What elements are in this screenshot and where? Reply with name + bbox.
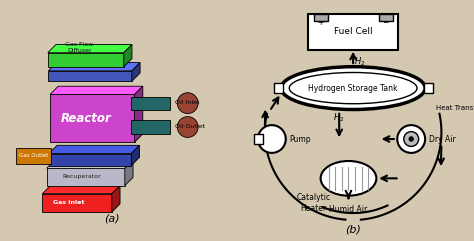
- Polygon shape: [112, 186, 120, 212]
- Polygon shape: [50, 86, 143, 94]
- Ellipse shape: [289, 73, 417, 104]
- Polygon shape: [49, 145, 139, 154]
- Text: Dry Air: Dry Air: [428, 134, 456, 143]
- Polygon shape: [47, 160, 133, 168]
- Polygon shape: [42, 194, 112, 212]
- Text: Recuperator: Recuperator: [62, 174, 101, 179]
- Polygon shape: [17, 147, 51, 164]
- Polygon shape: [135, 86, 143, 142]
- Text: Oil Inlet: Oil Inlet: [175, 100, 199, 105]
- Text: Pump: Pump: [289, 134, 311, 143]
- Text: $H_2$: $H_2$: [355, 55, 366, 68]
- Circle shape: [409, 137, 413, 141]
- Polygon shape: [42, 186, 120, 194]
- Polygon shape: [50, 94, 135, 142]
- Text: (b): (b): [345, 224, 361, 234]
- Text: Oil Outlet: Oil Outlet: [175, 124, 205, 129]
- Bar: [424, 83, 433, 93]
- Text: Humid Air: Humid Air: [329, 205, 368, 214]
- Text: Gas Outlet: Gas Outlet: [19, 153, 48, 158]
- Text: $H_2$: $H_2$: [334, 112, 345, 124]
- Circle shape: [177, 93, 198, 114]
- Polygon shape: [132, 63, 140, 81]
- Ellipse shape: [320, 161, 376, 196]
- FancyBboxPatch shape: [379, 13, 392, 21]
- Polygon shape: [47, 168, 125, 186]
- Polygon shape: [131, 120, 170, 134]
- Polygon shape: [48, 63, 140, 71]
- Polygon shape: [49, 154, 131, 166]
- Text: −: −: [383, 18, 389, 27]
- Polygon shape: [48, 71, 132, 81]
- Circle shape: [258, 125, 286, 153]
- Text: Hydrogen Storage Tank: Hydrogen Storage Tank: [309, 84, 398, 93]
- Text: Gas Inlet: Gas Inlet: [53, 201, 84, 205]
- FancyBboxPatch shape: [314, 13, 328, 21]
- Text: Gas Flow
Diffuser: Gas Flow Diffuser: [65, 42, 93, 53]
- Polygon shape: [131, 97, 170, 110]
- Text: +: +: [318, 18, 324, 27]
- Bar: [273, 83, 283, 93]
- Text: Catalytic
Heater: Catalytic Heater: [297, 193, 331, 213]
- Polygon shape: [48, 45, 132, 53]
- Text: Heat Transfer Fluid: Heat Transfer Fluid: [436, 105, 474, 111]
- Circle shape: [177, 117, 198, 137]
- Polygon shape: [131, 145, 139, 166]
- Text: (a): (a): [104, 214, 119, 224]
- Text: Reactor: Reactor: [60, 112, 111, 125]
- Polygon shape: [124, 45, 132, 67]
- Circle shape: [404, 132, 419, 147]
- Text: Fuel Cell: Fuel Cell: [334, 27, 373, 36]
- Polygon shape: [125, 160, 133, 186]
- Bar: [254, 134, 263, 144]
- FancyBboxPatch shape: [308, 14, 399, 50]
- Circle shape: [397, 125, 425, 153]
- Polygon shape: [48, 53, 124, 67]
- Ellipse shape: [281, 67, 425, 109]
